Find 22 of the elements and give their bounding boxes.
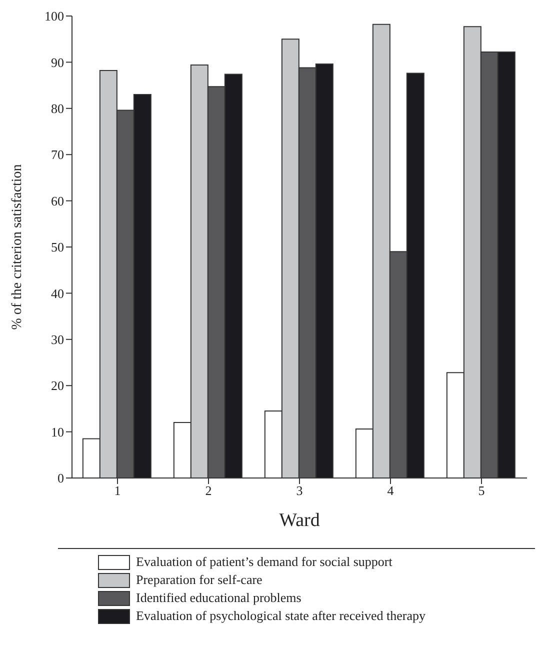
legend-label: Evaluation of psychological state after received therapy	[136, 608, 426, 624]
legend-label: Identified educational problems	[136, 590, 302, 606]
y-tick-label: 10	[51, 424, 64, 440]
y-tick-label: 20	[51, 378, 64, 394]
legend-label: Preparation for self-care	[136, 572, 262, 588]
y-tick-label: 70	[51, 147, 64, 162]
y-tick-label: 100	[44, 8, 64, 24]
y-tick-label: 0	[58, 470, 64, 486]
x-tick-label: 1	[114, 483, 121, 498]
x-axis-title: Ward	[279, 510, 320, 531]
legend-label: Evaluation of patient’s demand for social support	[136, 554, 392, 570]
y-tick-label: 50	[51, 240, 64, 255]
x-tick-label: 4	[387, 483, 394, 498]
y-tick-label: 60	[51, 193, 64, 208]
y-tick-label: 40	[51, 286, 64, 301]
x-tick-label: 5	[478, 483, 485, 498]
y-tick-label: 90	[51, 54, 64, 70]
y-axis-title: % of the criterion satisfaction	[10, 164, 25, 330]
y-tick-label: 80	[51, 101, 64, 116]
x-tick-label: 2	[205, 483, 212, 498]
y-tick-label: 30	[51, 332, 64, 348]
x-tick-label: 3	[296, 483, 303, 498]
